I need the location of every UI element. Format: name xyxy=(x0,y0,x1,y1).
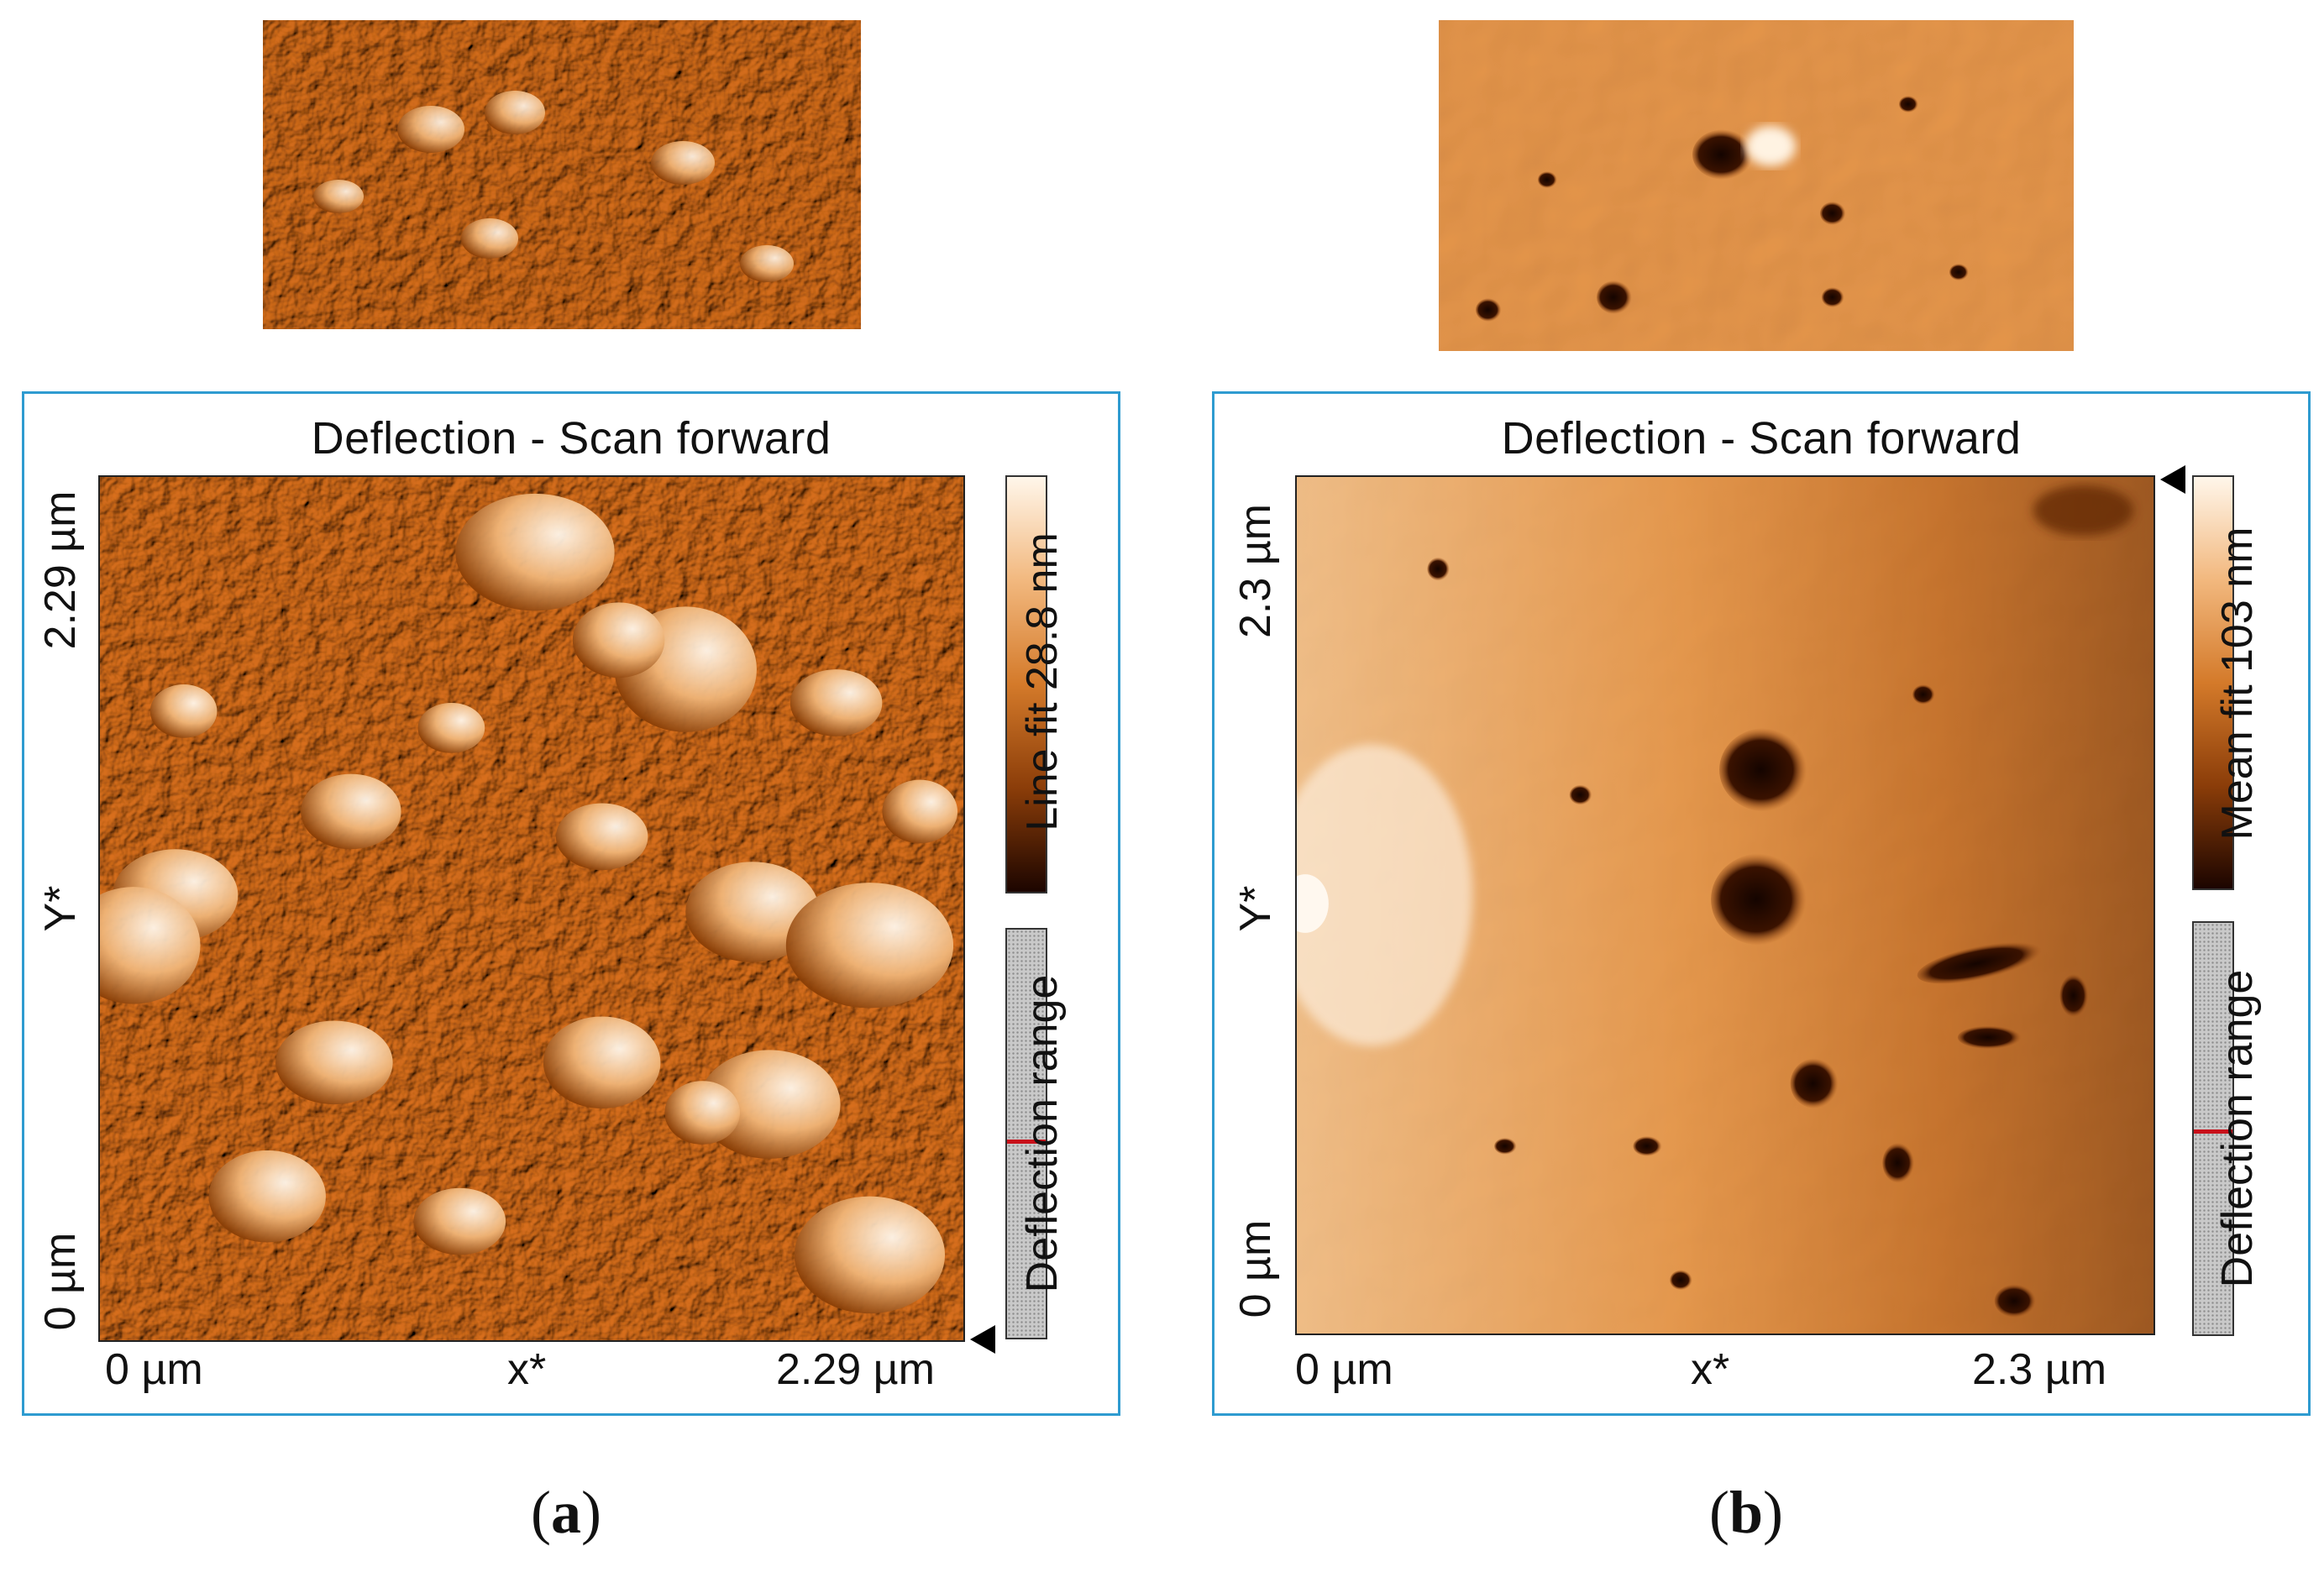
deflection-range-bar xyxy=(2192,921,2234,1336)
y-axis-max-label: 2.3 µm xyxy=(1231,504,1280,639)
afm-thumbnail-a xyxy=(263,20,861,329)
deflection-range-bar xyxy=(1005,928,1047,1339)
caption-a: (a) xyxy=(531,1479,601,1546)
x-axis-min-label: 0 µm xyxy=(1295,1345,1393,1394)
y-axis-min-label: 0 µm xyxy=(1231,1219,1280,1318)
colorbar-label: Line fit 28.8 nm xyxy=(1018,532,1067,831)
range-marker xyxy=(1007,1140,1046,1144)
afm-panel-a: Deflection - Scan forward xyxy=(22,391,1120,1416)
y-axis-max-label: 2.29 µm xyxy=(36,490,85,650)
x-axis-max-label: 2.29 µm xyxy=(776,1345,935,1394)
x-axis-label: x* xyxy=(507,1345,547,1394)
panel-title: Deflection - Scan forward xyxy=(311,413,831,464)
x-axis-max-label: 2.3 µm xyxy=(1972,1345,2107,1394)
range-marker xyxy=(2194,1129,2232,1134)
y-axis-min-label: 0 µm xyxy=(36,1232,85,1331)
x-axis-label: x* xyxy=(1691,1345,1730,1394)
y-axis-label: Y* xyxy=(1231,885,1280,932)
y-axis-label: Y* xyxy=(36,885,85,932)
range-label: Deflection range xyxy=(2213,969,2262,1288)
afm-deflection-map-b xyxy=(1295,475,2155,1335)
caption-letter: b xyxy=(1729,1479,1764,1546)
afm-panel-b: Deflection - Scan forward xyxy=(1212,391,2311,1416)
range-label: Deflection range xyxy=(1018,974,1067,1293)
height-colorbar xyxy=(1005,475,1047,893)
colorbar-label: Mean fit 103 nm xyxy=(2213,527,2262,841)
panel-title: Deflection - Scan forward xyxy=(1501,413,2022,464)
range-pointer-icon xyxy=(970,1325,995,1354)
x-axis-min-label: 0 µm xyxy=(105,1345,203,1394)
caption-b: (b) xyxy=(1709,1479,1784,1546)
afm-deflection-map-a xyxy=(98,475,965,1342)
caption-letter: a xyxy=(550,1479,581,1546)
height-colorbar xyxy=(2192,475,2234,890)
afm-thumbnail-b xyxy=(1439,20,2074,351)
range-pointer-icon xyxy=(2160,465,2185,494)
